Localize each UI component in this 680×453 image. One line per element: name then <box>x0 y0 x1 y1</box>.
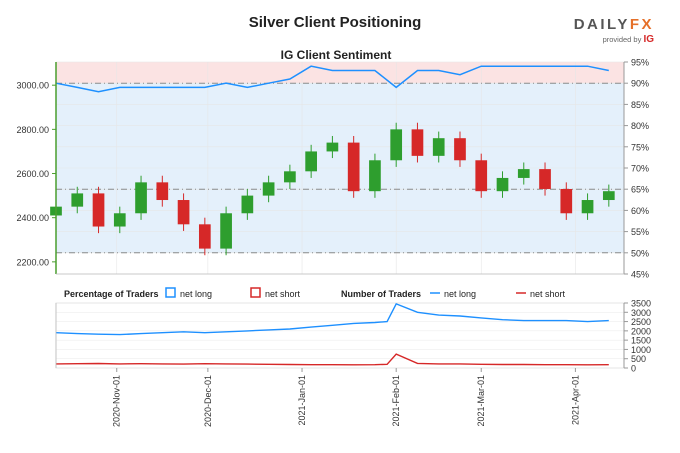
candle-body <box>305 151 317 172</box>
right-tick-label: 45% <box>631 270 649 280</box>
dailyfx-logo: DAILYFX provided by IG <box>574 16 654 45</box>
logo-provided-by: provided by <box>602 35 642 44</box>
candle-body <box>241 195 254 214</box>
legend-pct-title: Percentage of Traders <box>64 289 159 299</box>
candle-body <box>454 138 466 161</box>
candle-body <box>220 213 232 249</box>
candle-body <box>411 129 424 156</box>
legend: Percentage of Traders net long net short… <box>64 287 566 299</box>
bottom-plot-area <box>55 302 625 369</box>
left-tick-label: 2600.00 <box>16 169 49 179</box>
series-line-net-short <box>55 353 609 366</box>
right-tick-label: 90% <box>631 79 649 89</box>
right-tick-label: 65% <box>631 185 649 195</box>
chart-subtitle: IG Client Sentiment <box>281 48 392 62</box>
candle-body <box>369 160 381 192</box>
left-tick-label: 2800.00 <box>16 125 49 135</box>
legend-num-title: Number of Traders <box>341 289 421 299</box>
legend-num-long-label: net long <box>444 289 476 299</box>
right-tick-label: 50% <box>631 248 649 258</box>
candle-body <box>347 142 360 192</box>
left-tick-label: 2200.00 <box>16 257 49 267</box>
bottom-right-tick-label: 3500 <box>631 299 651 309</box>
series-line-net-long <box>55 303 609 336</box>
right-tick-label: 85% <box>631 100 649 110</box>
upper-sentiment-zone <box>56 62 624 84</box>
logo-provider: IG <box>643 34 654 45</box>
bottom-right-tick-label: 2000 <box>631 326 651 336</box>
candle-body <box>177 200 190 225</box>
candle-body <box>517 169 530 178</box>
bottom-right-tick-label: 3000 <box>631 308 651 318</box>
candle-body <box>262 182 275 196</box>
right-tick-label: 95% <box>631 58 649 68</box>
candle-body <box>135 182 147 214</box>
bottom-right-tick-label: 1500 <box>631 336 651 346</box>
legend-pct-long-label: net long <box>180 289 212 299</box>
legend-num-short-label: net short <box>530 289 566 299</box>
legend-pct-short-label: net short <box>265 289 301 299</box>
bottom-right-tick-label: 2500 <box>631 317 651 327</box>
candle-body <box>581 200 594 214</box>
candle-body <box>156 182 169 201</box>
bottom-right-tick-label: 1000 <box>631 345 651 355</box>
chart-title: Silver Client Positioning <box>248 14 422 31</box>
right-tick-label: 55% <box>631 227 649 237</box>
candle-body <box>475 160 488 192</box>
candle-body <box>496 177 509 192</box>
candle-body <box>326 142 339 152</box>
legend-pct-short-swatch <box>250 287 261 298</box>
right-tick-label: 75% <box>631 142 649 152</box>
price-sentiment-panel: 2200.00 2400.00 2600.00 2800.00 3000.00 45% 50… <box>16 58 649 280</box>
candle-body <box>113 213 126 227</box>
candle-body <box>432 138 445 156</box>
candle-body <box>198 224 211 249</box>
legend-pct-long-swatch <box>165 287 176 298</box>
left-tick-label: 3000.00 <box>16 81 49 91</box>
x-tick-label: 2020-Dec-01 <box>203 375 213 427</box>
percent-long-line <box>55 65 609 93</box>
right-tick-label: 60% <box>631 206 649 216</box>
candle-body <box>539 169 551 189</box>
left-tick-label: 2400.00 <box>16 213 49 223</box>
x-tick-label: 2020-Nov-01 <box>112 375 122 427</box>
x-tick-label: 2021-Apr-01 <box>570 375 580 425</box>
right-tick-label: 70% <box>631 164 649 174</box>
candle-body <box>92 193 105 227</box>
logo-brand-main: DAILY <box>573 16 630 33</box>
candle-body <box>602 191 615 201</box>
right-tick-label: 80% <box>631 121 649 131</box>
candle-body <box>71 193 84 207</box>
candle-body <box>284 171 296 183</box>
bottom-right-tick-label: 0 <box>631 364 636 374</box>
x-tick-label: 2021-Mar-01 <box>476 375 486 427</box>
bottom-right-tick-label: 500 <box>631 354 646 364</box>
x-tick-label: 2021-Jan-01 <box>297 375 307 426</box>
x-tick-label: 2021-Feb-01 <box>391 375 401 427</box>
candle-body <box>560 188 573 214</box>
logo-brand-fx: FX <box>629 16 654 33</box>
candle-body <box>390 129 403 161</box>
